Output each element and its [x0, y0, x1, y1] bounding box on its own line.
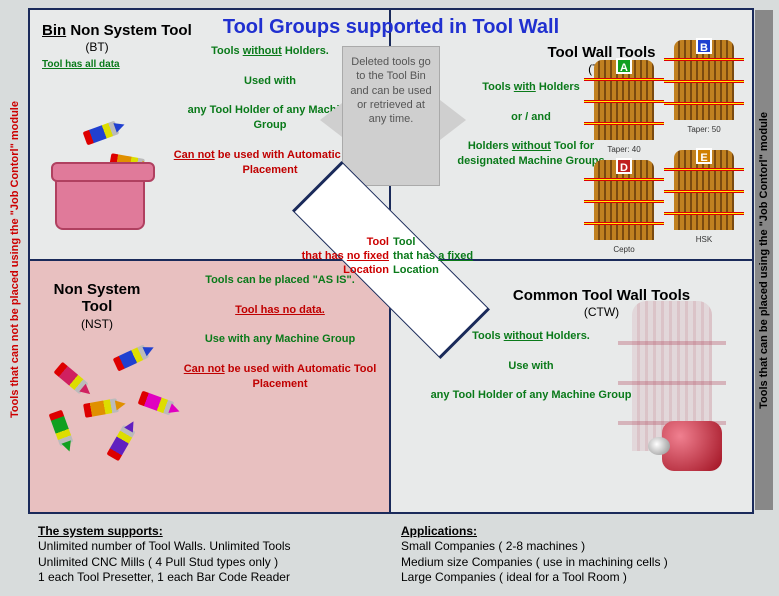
rack-grid: ATaper: 40 BTaper: 50 DCepto EHSK: [594, 40, 744, 240]
tool-icon: [49, 410, 74, 447]
rack-E: EHSK: [674, 150, 734, 230]
footer: The system supports: Unlimited number of…: [28, 520, 754, 590]
diamond-left-text: Tool that has no fixed Location: [269, 236, 389, 277]
rack-B: BTaper: 50: [674, 40, 734, 120]
bin-illustration: [50, 120, 150, 230]
rack-A: ATaper: 40: [594, 60, 654, 140]
footer-system-supports: The system supports: Unlimited number of…: [28, 520, 391, 590]
diamond-right-text: Tool that has a fixed Location: [393, 236, 513, 277]
page-title: Tool Groups supported in Tool Wall: [30, 16, 752, 39]
tool-icon: [53, 362, 88, 395]
tool-icon: [83, 398, 119, 418]
deleted-tools-note: Deleted tools go to the Tool Bin and can…: [342, 46, 440, 186]
tool-icon: [113, 344, 150, 371]
rack-D: DCepto: [594, 160, 654, 240]
arrow-right-icon: [440, 100, 466, 140]
center-diamond: Tool that has no fixed Location Tool tha…: [241, 210, 541, 310]
sidebar-left: Tools that can not be placed using the "…: [6, 10, 24, 510]
footer-applications: Applications: Small Companies ( 2-8 mach…: [391, 520, 754, 590]
tool-icon: [83, 121, 120, 146]
ctw-illustration: [612, 301, 732, 481]
sidebar-right: Tools that can be placed using the "Job …: [755, 10, 773, 510]
tool-icon: [106, 425, 135, 461]
scatter-illustration: [44, 341, 184, 491]
main-diagram: Tool Groups supported in Tool Wall Bin N…: [28, 8, 754, 514]
tool-icon: [138, 391, 175, 416]
